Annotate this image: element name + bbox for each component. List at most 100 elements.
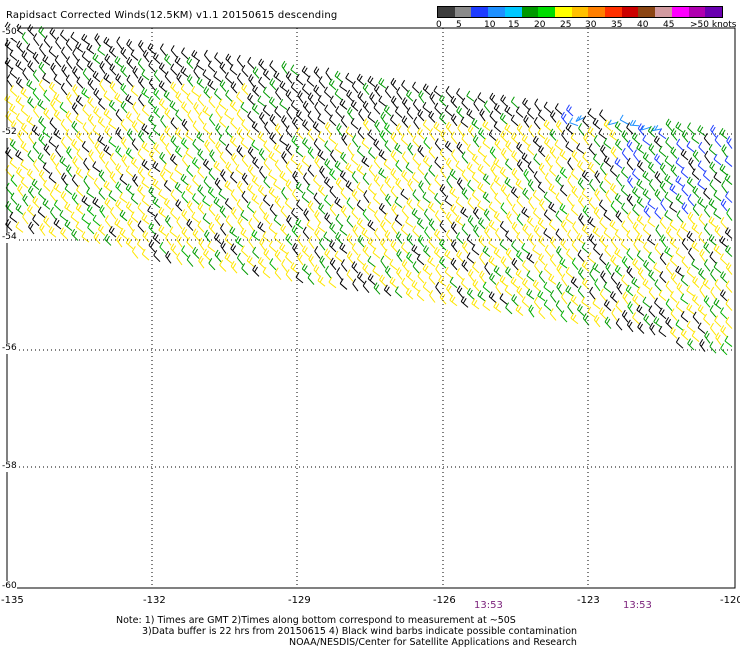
wind-barb [48,46,57,58]
wind-barb [424,172,431,186]
wind-barb [522,278,530,290]
wind-barb [86,187,95,199]
wind-barb [20,176,29,189]
wind-barb [87,113,95,127]
wind-barb [308,235,315,249]
wind-barb [511,294,519,307]
wind-barb [483,155,491,168]
wind-barb [136,113,145,125]
wind-barb [726,136,733,149]
wind-barb [346,89,354,102]
wind-barb [636,304,645,316]
wind-barb [511,167,519,181]
wind-barb [610,200,618,213]
wind-barb [636,250,645,262]
wind-barb [704,150,711,164]
wind-barb [214,177,222,191]
wind-barb [248,74,255,87]
wind-barb [647,234,656,246]
wind-barb [499,112,508,125]
wind-barb [345,126,354,138]
wind-barb [22,211,29,225]
wind-barb [229,64,238,76]
wind-barb [290,81,299,94]
wind-barb [691,133,700,145]
wind-barb [559,203,568,215]
wind-barb [66,92,73,105]
wind-barb [75,221,84,233]
wind-barb [252,66,260,79]
wind-barb [384,85,392,99]
wind-barb [317,131,326,143]
wind-barb [592,226,601,238]
wind-barb [721,144,728,158]
wind-barb [406,89,414,102]
wind-barb [367,219,376,231]
wind-barb [647,216,656,228]
wind-barb [314,245,321,259]
wind-barb [137,220,145,233]
wind-barb [680,293,689,305]
wind-barb [390,114,398,127]
wind-barb [220,240,227,254]
wind-barb [622,291,629,305]
wind-barb [352,224,359,238]
wind-barb [292,242,299,256]
wind-barb [4,57,13,70]
wind-barb [362,244,370,258]
speed-colorbar [437,6,723,18]
wind-barb [691,259,700,271]
wind-barb [669,237,678,249]
wind-barb [71,174,79,187]
wind-barb [664,191,673,204]
wind-barb [241,64,249,78]
wind-barb [416,289,425,302]
wind-barb [297,252,304,266]
wind-barb [477,92,486,104]
wind-barb [339,278,348,290]
wind-barb [218,134,227,146]
wind-barb [594,170,601,184]
wind-barb [252,210,260,223]
wind-barb [643,205,651,218]
wind-barb [152,52,161,65]
wind-barb [38,79,46,92]
wind-barb [670,326,678,339]
wind-barb [714,134,722,148]
wind-barb [516,141,524,154]
wind-barb [493,157,502,169]
wind-barb [291,135,299,148]
wind-barb [53,218,62,230]
wind-barb [556,281,563,295]
wind-barb [648,286,656,300]
wind-barb [230,261,238,274]
wind-barb [599,109,607,122]
wind-barb [527,178,535,192]
wind-barb [555,300,563,313]
wind-barb [176,234,183,248]
wind-barb [471,171,480,184]
wind-barb [141,248,150,261]
wind-barb [659,271,667,284]
wind-barb [504,177,513,189]
wind-barb [629,119,640,127]
wind-barb [676,138,684,151]
wind-barb [391,221,398,235]
wind-barb [511,257,519,271]
wind-barb [273,143,282,155]
wind-barb [15,149,24,161]
wind-barb [252,84,260,97]
wind-barb [313,174,321,187]
wind-barb [691,222,700,235]
wind-barb [422,263,431,276]
lat-label-60: -60 [2,581,17,592]
wind-barb [626,319,634,333]
wind-barb [64,183,73,196]
wind-barb [138,39,145,53]
wind-barb [268,222,277,235]
wind-barb [363,118,370,132]
wind-barb [281,259,288,272]
wind-barb [358,108,365,122]
wind-barb [246,183,255,196]
